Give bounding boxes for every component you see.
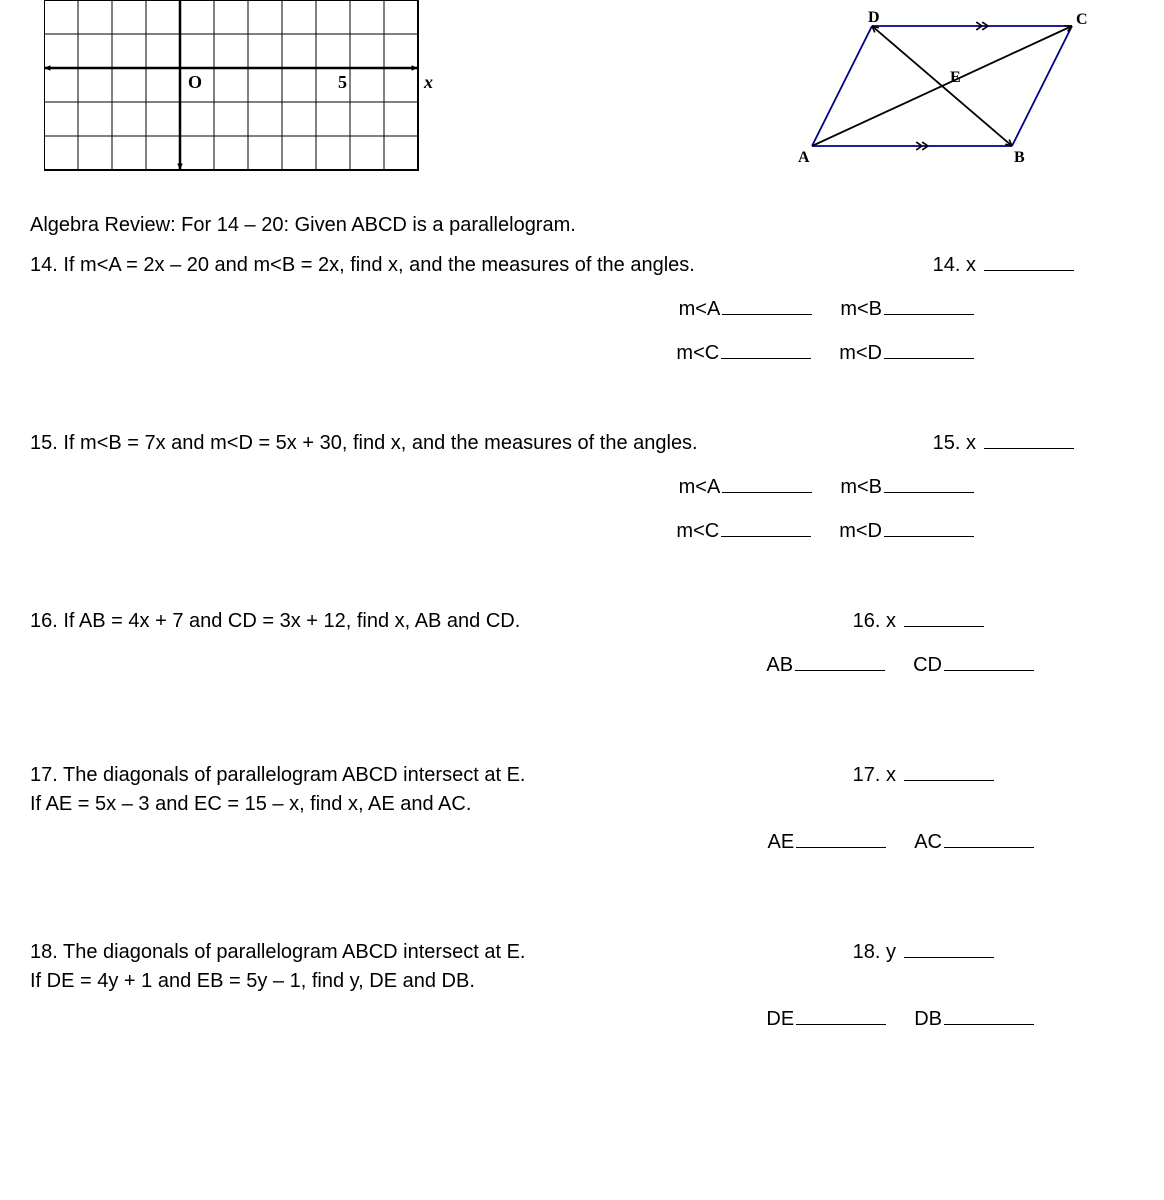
q15-mA-blank[interactable]: [722, 472, 812, 493]
q16-x-label: 16. x: [853, 607, 896, 636]
question-14: 14. If m<A = 2x – 20 and m<B = 2x, find …: [30, 250, 1134, 280]
q18-y-label: 18. y: [853, 938, 896, 967]
q17-ae-ac-row: AE AC: [30, 827, 1034, 857]
q18-line1: 18. The diagonals of parallelogram ABCD …: [30, 941, 525, 963]
q17-AC-label: AC: [914, 828, 942, 857]
q14-mB-blank[interactable]: [884, 294, 974, 315]
svg-text:A: A: [798, 149, 810, 166]
q18-y-blank[interactable]: [904, 937, 994, 958]
q14-mD-label: m<D: [839, 339, 882, 368]
q14-mB-label: m<B: [840, 295, 882, 324]
q18-DB-blank[interactable]: [944, 1004, 1034, 1025]
q18-de-db-row: DE DB: [30, 1004, 1034, 1034]
q15-mC-label: m<C: [676, 517, 719, 546]
q15-mC-blank[interactable]: [721, 516, 811, 537]
q14-x-blank[interactable]: [984, 250, 1074, 271]
q15-x-label: 15. x: [933, 429, 976, 458]
q17-x-blank[interactable]: [904, 760, 994, 781]
q17-AE-label: AE: [768, 828, 795, 857]
q17-line1: 17. The diagonals of parallelogram ABCD …: [30, 764, 525, 786]
q14-mA-label: m<A: [679, 295, 721, 324]
q14-x-label: 14. x: [933, 251, 976, 280]
instructions: Algebra Review: For 14 – 20: Given ABCD …: [30, 211, 1134, 240]
q15-mB-label: m<B: [840, 473, 882, 502]
question-15-text: 15. If m<B = 7x and m<D = 5x + 30, find …: [30, 429, 917, 458]
question-15: 15. If m<B = 7x and m<D = 5x + 30, find …: [30, 428, 1134, 458]
svg-text:C: C: [1076, 11, 1088, 28]
question-16-text: 16. If AB = 4x + 7 and CD = 3x + 12, fin…: [30, 607, 837, 636]
svg-text:E: E: [950, 69, 961, 86]
q15-angles-row2: m<C m<D: [30, 516, 974, 546]
q17-AC-blank[interactable]: [944, 827, 1034, 848]
q14-mD-blank[interactable]: [884, 338, 974, 359]
q15-mB-blank[interactable]: [884, 472, 974, 493]
parallelogram-figure: A B C D E: [794, 8, 1094, 177]
q15-angles-row1: m<A m<B: [30, 472, 974, 502]
svg-text:B: B: [1014, 149, 1025, 166]
q15-mA-label: m<A: [679, 473, 721, 502]
q18-DE-blank[interactable]: [796, 1004, 886, 1025]
q14-angles-row2: m<C m<D: [30, 338, 974, 368]
q16-CD-label: CD: [913, 651, 942, 680]
q17-AE-blank[interactable]: [796, 827, 886, 848]
question-18: 18. The diagonals of parallelogram ABCD …: [30, 937, 1134, 996]
q18-DE-label: DE: [766, 1005, 794, 1034]
svg-text:D: D: [868, 9, 880, 26]
q16-AB-blank[interactable]: [795, 650, 885, 671]
svg-text:x: x: [423, 72, 433, 92]
q15-mD-blank[interactable]: [884, 516, 974, 537]
q14-angles-row1: m<A m<B: [30, 294, 974, 324]
q17-x-label: 17. x: [853, 761, 896, 790]
q18-DB-label: DB: [914, 1005, 942, 1034]
q15-x-blank[interactable]: [984, 428, 1074, 449]
q16-CD-blank[interactable]: [944, 650, 1034, 671]
question-17: 17. The diagonals of parallelogram ABCD …: [30, 760, 1134, 819]
q16-x-blank[interactable]: [904, 606, 984, 627]
question-16: 16. If AB = 4x + 7 and CD = 3x + 12, fin…: [30, 606, 1134, 636]
question-14-text: 14. If m<A = 2x – 20 and m<B = 2x, find …: [30, 251, 917, 280]
q16-ab-cd-row: AB CD: [30, 650, 1034, 680]
coordinate-grid: O 5 x: [44, 0, 448, 189]
svg-text:O: O: [188, 72, 202, 92]
q18-line2: If DE = 4y + 1 and EB = 5y – 1, find y, …: [30, 970, 475, 992]
q14-mA-blank[interactable]: [722, 294, 812, 315]
q17-line2: If AE = 5x – 3 and EC = 15 – x, find x, …: [30, 793, 471, 815]
q14-mC-label: m<C: [676, 339, 719, 368]
q16-AB-label: AB: [766, 651, 793, 680]
svg-text:5: 5: [338, 72, 347, 92]
q15-mD-label: m<D: [839, 517, 882, 546]
q14-mC-blank[interactable]: [721, 338, 811, 359]
